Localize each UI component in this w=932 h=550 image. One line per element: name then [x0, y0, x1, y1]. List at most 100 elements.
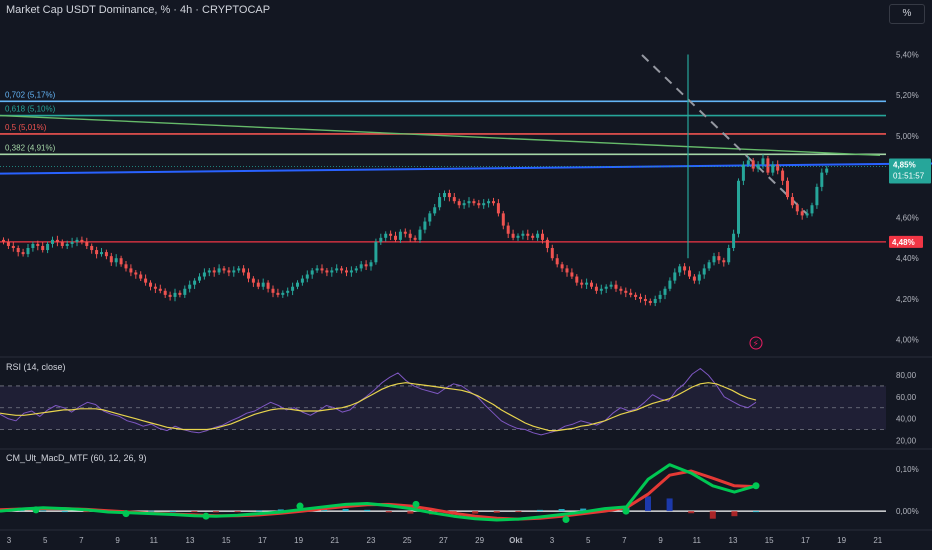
candle-body [65, 243, 69, 246]
fib-level-label: 0,5 (5,01%) [5, 123, 47, 132]
time-axis-tick: 5 [586, 536, 591, 545]
candle-body [692, 276, 696, 281]
time-axis-tick: 19 [837, 536, 846, 545]
candle-body [634, 294, 638, 297]
candle-body [781, 170, 785, 181]
candle-body [384, 233, 388, 238]
last-price-badge [889, 158, 931, 184]
candle-body [227, 270, 231, 273]
candle-body [315, 268, 319, 271]
candle-body [418, 229, 422, 240]
macd-cross-dot [622, 507, 630, 515]
macd-cross-dot [296, 502, 304, 510]
candle-body [271, 288, 275, 293]
candle-body [364, 264, 368, 267]
candle-body [751, 160, 755, 169]
candle-body [139, 274, 143, 279]
candle-body [104, 252, 108, 257]
candle-body [237, 268, 241, 271]
candle-body [183, 288, 187, 295]
time-axis-tick: 25 [403, 536, 412, 545]
candle-body [163, 290, 167, 295]
candle-body [580, 282, 584, 285]
candle-body [790, 197, 794, 206]
candle-body [590, 282, 593, 287]
rsi-ma-line [0, 382, 757, 432]
candle-body [403, 231, 407, 234]
candle-body [732, 233, 736, 249]
candle-body [585, 282, 589, 285]
candle-body [712, 256, 716, 263]
candle-body [658, 294, 662, 299]
time-axis-tick: 15 [222, 536, 231, 545]
candle-body [202, 272, 206, 277]
candle-body [80, 239, 84, 242]
candle-body [668, 280, 672, 289]
time-axis-tick: 13 [729, 536, 738, 545]
candle-body [129, 268, 133, 273]
candle-body [261, 282, 265, 287]
candle-body [413, 237, 417, 240]
candle-body [604, 286, 608, 289]
price-axis-tick: 4,40% [896, 254, 919, 263]
macd-histogram-bar [40, 510, 47, 512]
time-axis-tick: 27 [439, 536, 448, 545]
candle-body [193, 280, 197, 285]
candle-body [325, 270, 329, 273]
time-axis-tick: 7 [622, 536, 627, 545]
time-axis-tick: 21 [873, 536, 882, 545]
rsi-axis-tick: 60,00 [896, 393, 917, 402]
macd-histogram-bar [580, 508, 587, 512]
blue-trendline [0, 162, 932, 175]
macd-histogram-bar [753, 511, 759, 513]
price-axis-tick: 5,20% [896, 91, 919, 100]
macd-histogram-bar [191, 511, 198, 513]
candle-body [198, 276, 201, 281]
lightning-icon [749, 336, 763, 350]
macd-histogram-bar [645, 496, 651, 512]
candle-body [536, 233, 540, 238]
candle-body [629, 292, 633, 295]
candle-body [766, 158, 770, 173]
candle-body [149, 282, 152, 287]
candle-body [496, 203, 500, 214]
candle-body [805, 213, 809, 216]
candle-body [555, 258, 559, 265]
percent-scale-button[interactable]: % [889, 4, 925, 24]
macd-histogram-bar [61, 511, 68, 513]
candle-body [447, 193, 451, 198]
macd-histogram-bar [407, 511, 414, 514]
candle-body [305, 274, 309, 279]
support-level-badge [889, 235, 923, 248]
candle-body [158, 288, 162, 291]
macd-histogram-bar [83, 511, 90, 513]
candle-body [560, 264, 564, 269]
candle-body [85, 241, 89, 246]
candle-body [771, 164, 775, 173]
candle-body [526, 233, 530, 236]
candle-body [702, 268, 706, 275]
candle-body [619, 288, 623, 291]
candle-body [31, 243, 35, 249]
macd-cross-dot [202, 512, 210, 520]
time-axis-tick: 11 [150, 536, 159, 545]
macd-histogram-bar [666, 498, 673, 512]
candle-body [457, 201, 461, 206]
lightning-icon-glyph: ⚡ [753, 339, 759, 349]
candle-body [482, 203, 486, 206]
candle-body [575, 276, 579, 283]
candle-body [124, 264, 128, 269]
candle-body [46, 243, 50, 251]
macd-histogram-bar [709, 511, 716, 519]
macd-histogram-bar [731, 511, 738, 517]
candle-body [55, 239, 59, 242]
candle-body [100, 252, 103, 255]
time-axis-tick: Okt [509, 536, 523, 545]
candle-body [550, 248, 554, 259]
candle-body [501, 213, 505, 226]
candle-body [820, 172, 824, 187]
macd-histogram-bar [169, 511, 176, 513]
candle-body [345, 270, 348, 273]
time-axis-tick: 15 [765, 536, 774, 545]
